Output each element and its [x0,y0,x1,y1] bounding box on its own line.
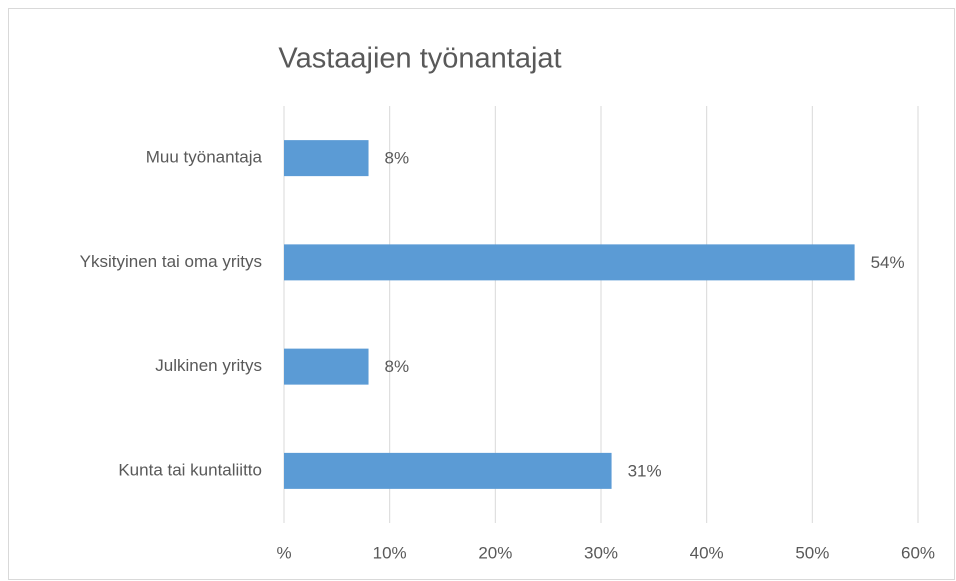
x-tick-label: 50% [795,543,829,562]
x-tick-label: 30% [584,543,618,562]
bar [284,244,855,281]
x-tick-label: 20% [478,543,512,562]
x-tick-label: % [276,543,291,562]
data-label: 54% [871,253,905,272]
chart-title: Vastaajien työnantajat [278,43,561,75]
x-tick-label: 60% [901,543,935,562]
data-label: 8% [385,357,410,376]
bar [284,140,369,177]
bar [284,452,612,489]
y-tick-label: Kunta tai kuntaliitto [118,460,262,479]
y-tick-label: Muu työnantaja [146,148,263,167]
data-label: 31% [628,461,662,480]
x-tick-label: 40% [690,543,724,562]
x-tick-label: 10% [373,543,407,562]
bar [284,348,369,385]
y-tick-label: Julkinen yritys [155,356,262,375]
data-label: 8% [385,149,410,168]
y-tick-label: Yksityinen tai oma yritys [80,252,262,271]
